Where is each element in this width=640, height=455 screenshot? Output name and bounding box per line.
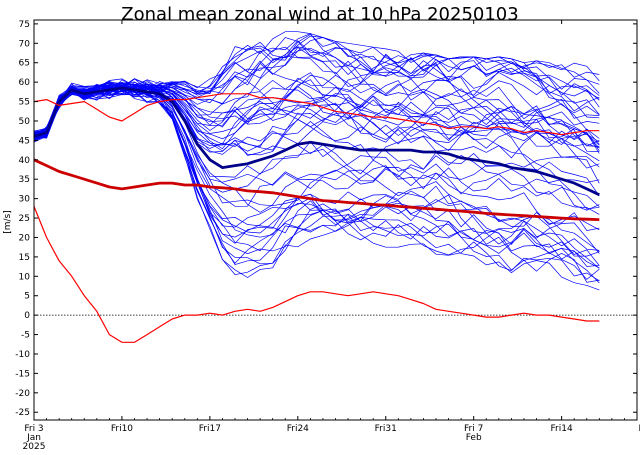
ensemble-member-line (33, 33, 600, 135)
ensemble-member-line (33, 55, 600, 141)
y-tick-label: 70 (19, 39, 31, 49)
chart-title: Zonal mean zonal wind at 10 hPa 20250103 (121, 4, 518, 25)
ensemble-member-line (33, 90, 600, 266)
y-tick-label: 5 (24, 292, 30, 302)
ensemble-member-line (33, 85, 600, 269)
y-tick-label: 40 (19, 156, 31, 166)
climatology-line (33, 158, 600, 221)
x-tick-label: Fri10 (111, 424, 133, 434)
y-axis-label: [m/s] (3, 210, 13, 234)
y-tick-label: -20 (15, 389, 30, 399)
y-tick-label: 75 (19, 20, 30, 30)
y-tick-label: 10 (19, 272, 31, 282)
y-tick-label: 50 (19, 117, 31, 127)
ensemble-member-line (33, 86, 600, 282)
y-tick-label: 30 (19, 195, 31, 205)
axes: 757065605550454035302520151050-5-10-15-2… (15, 19, 640, 452)
summary-series (33, 86, 600, 343)
ensemble-member-line (33, 86, 600, 257)
ensemble-mean-line (33, 86, 600, 197)
x-tick-label: Fri24 (287, 424, 309, 434)
x-tick-label: Fri17 (199, 424, 221, 434)
y-tick-label: -25 (15, 408, 30, 418)
y-tick-label: 0 (24, 311, 30, 321)
ensemble-member-line (33, 85, 600, 154)
maximum-line (33, 93, 600, 136)
minimum-line (33, 206, 600, 343)
ensemble-member-line (33, 81, 600, 162)
y-tick-label: 15 (19, 253, 30, 263)
ensemble-member-line (33, 83, 600, 197)
y-tick-label: 55 (19, 98, 30, 108)
ensemble-members (33, 31, 600, 291)
x-tick-label: Fri 3 (24, 424, 43, 434)
y-tick-label: 25 (19, 214, 30, 224)
x-tick-label: Fri 7 (464, 424, 483, 434)
x-tick-label: Fri31 (375, 424, 397, 434)
ensemble-member-line (33, 87, 600, 283)
y-tick-label: 45 (19, 136, 30, 146)
x-tick-label: Fri21 (638, 424, 640, 434)
y-tick-label: 60 (19, 78, 31, 88)
x-tick-label: 2025 (23, 442, 46, 452)
ensemble-member-line (33, 33, 600, 139)
y-tick-label: -10 (15, 350, 30, 360)
x-tick-label: Feb (466, 433, 482, 443)
x-tick-label: Jan (26, 433, 41, 443)
x-tick-label: Fri14 (551, 424, 573, 434)
ensemble-member-line (33, 84, 600, 210)
y-tick-label: 65 (19, 59, 30, 69)
y-tick-label: 35 (19, 175, 30, 185)
ensemble-member-line (33, 31, 600, 142)
y-tick-label: -15 (15, 369, 30, 379)
y-tick-label: 20 (19, 233, 31, 243)
y-tick-label: -5 (21, 331, 30, 341)
ensemble-member-line (33, 88, 600, 252)
